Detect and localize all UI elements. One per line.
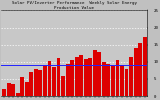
Bar (134, 48, 137, 96)
Bar (38, 70, 42, 96)
Bar (102, 62, 106, 96)
Bar (66, 64, 69, 96)
Bar (61, 76, 65, 96)
Bar (43, 65, 47, 96)
Bar (106, 64, 110, 96)
Bar (116, 60, 119, 96)
Bar (79, 55, 83, 96)
Bar (34, 69, 38, 96)
Bar (125, 69, 128, 96)
Bar (84, 59, 88, 96)
Bar (25, 82, 29, 96)
Bar (143, 37, 147, 96)
Bar (138, 43, 142, 96)
Bar (11, 84, 15, 96)
Bar (29, 72, 33, 96)
Bar (2, 89, 6, 96)
Bar (97, 52, 101, 96)
Bar (75, 57, 79, 96)
Bar (20, 77, 24, 96)
Title: Solar PV/Inverter Performance  Weekly Solar Energy Production Value: Solar PV/Inverter Performance Weekly Sol… (12, 1, 137, 10)
Bar (120, 65, 124, 96)
Bar (16, 93, 20, 96)
Bar (48, 61, 51, 96)
Bar (52, 67, 56, 96)
Bar (70, 60, 74, 96)
Bar (7, 83, 11, 96)
Bar (93, 50, 97, 96)
Bar (129, 57, 133, 96)
Bar (111, 66, 115, 96)
Bar (88, 58, 92, 96)
Bar (57, 58, 60, 96)
